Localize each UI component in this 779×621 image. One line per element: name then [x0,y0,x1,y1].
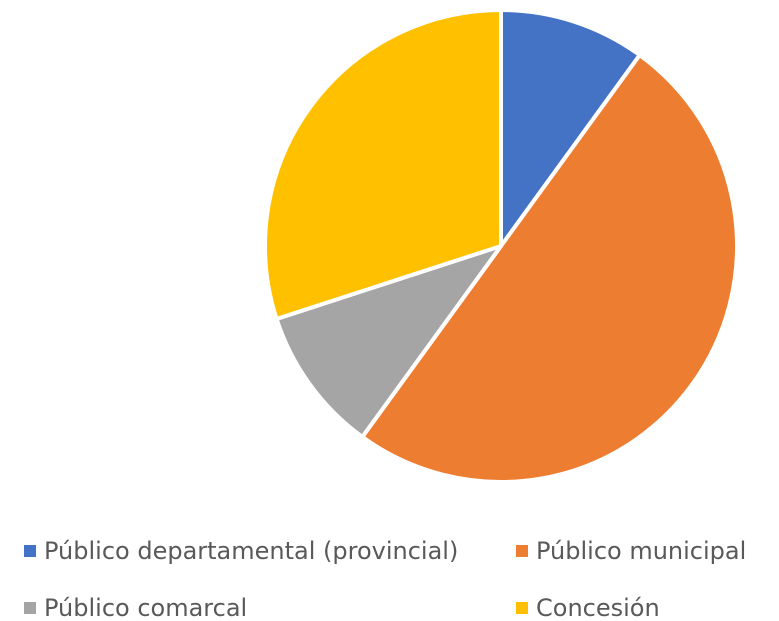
legend-item-departamental: Público departamental (provincial) [24,537,458,565]
pie-slice-departamental [499,8,642,248]
pie-slice-comarcal [274,244,503,439]
pie-slice-concesion [263,8,503,321]
legend-label-departamental: Público departamental (provincial) [44,537,458,565]
pie-slices [263,8,739,484]
legend-swatch-concesion [516,602,528,614]
legend-label-concesion: Concesión [536,594,660,621]
legend-swatch-departamental [24,545,36,557]
legend-item-municipal: Público municipal [516,537,746,565]
legend-swatch-comarcal [24,602,36,614]
pie-slice-municipal [360,53,739,484]
legend-item-comarcal: Público comarcal [24,594,247,621]
legend-label-municipal: Público municipal [536,537,746,565]
legend: Público departamental (provincial) Públic… [24,537,746,621]
legend-swatch-municipal [516,545,528,557]
legend-label-comarcal: Público comarcal [44,594,247,621]
legend-item-concesion: Concesión [516,594,660,621]
